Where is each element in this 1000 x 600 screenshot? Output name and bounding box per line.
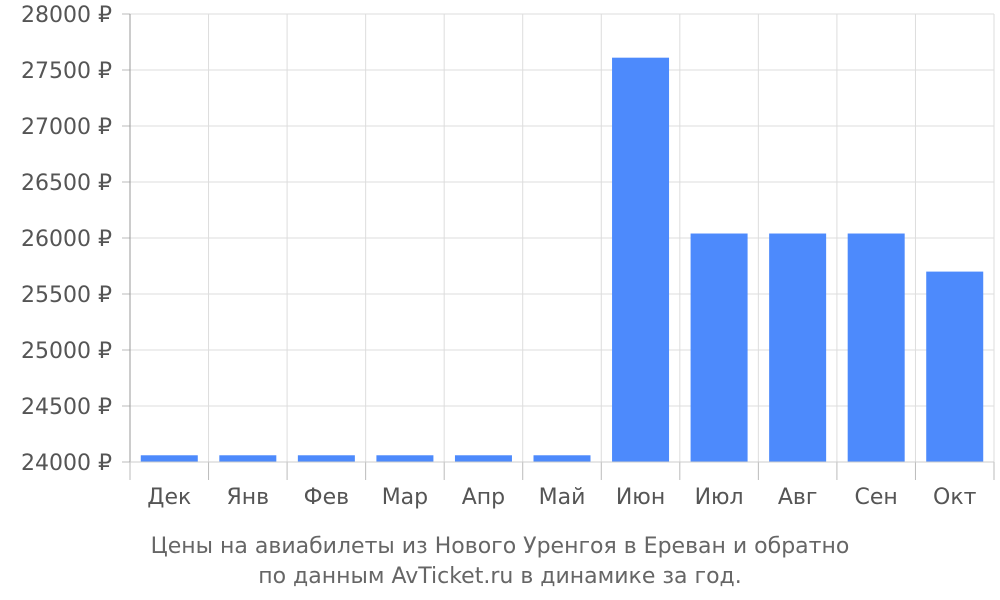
y-tick-label: 27000 ₽ <box>21 115 112 140</box>
x-tick-label: Дек <box>147 485 191 510</box>
y-tick-label: 26500 ₽ <box>21 171 112 196</box>
x-tick-label: Авг <box>778 485 818 510</box>
x-tick-label: Май <box>539 485 586 510</box>
y-tick-label: 26000 ₽ <box>21 227 112 252</box>
bar-Июн <box>612 57 670 463</box>
y-tick-label: 25000 ₽ <box>21 339 112 364</box>
caption-line-1: Цены на авиабилеты из Нового Уренгоя в Е… <box>150 534 850 559</box>
bar-Авг <box>769 233 827 462</box>
bars <box>140 57 984 463</box>
y-tick-label: 27500 ₽ <box>21 59 112 84</box>
bar-Апр <box>454 455 512 462</box>
chart-caption: Цены на авиабилеты из Нового Уренгоя в Е… <box>0 532 1000 592</box>
y-tick-label: 24500 ₽ <box>21 395 112 420</box>
bar-Дек <box>140 455 198 462</box>
grid-lines <box>129 13 995 463</box>
x-tick-label: Июн <box>616 485 665 510</box>
price-bar-chart: 24000 ₽ 24500 ₽ 25000 ₽ 25500 ₽ 26000 ₽ 26500… <box>21 3 995 510</box>
bar-Янв <box>219 455 277 462</box>
bar-Окт <box>926 271 984 462</box>
x-tick-labels: Дек Янв Фев Мар Апр Май Июн Июл Авг Сен Окт <box>147 485 976 510</box>
axes <box>122 13 995 480</box>
y-tick-label: 24000 ₽ <box>21 451 112 476</box>
bar-Май <box>533 455 591 462</box>
x-tick-label: Фев <box>304 485 349 510</box>
bar-Июл <box>690 233 748 462</box>
y-tick-label: 28000 ₽ <box>21 3 112 28</box>
x-tick-label: Сен <box>855 485 898 510</box>
y-tick-label: 25500 ₽ <box>21 283 112 308</box>
bar-Фев <box>297 455 355 462</box>
x-tick-label: Янв <box>226 485 269 510</box>
x-tick-label: Апр <box>462 485 505 510</box>
caption-line-2: по данным AvTicket.ru в динамике за год. <box>258 564 742 589</box>
y-tick-labels: 24000 ₽ 24500 ₽ 25000 ₽ 25500 ₽ 26000 ₽ 26500… <box>21 3 112 476</box>
bar-Мар <box>376 455 434 462</box>
x-tick-label: Июл <box>695 485 744 510</box>
x-tick-label: Окт <box>933 485 977 510</box>
x-tick-label: Мар <box>382 485 428 510</box>
bar-Сен <box>847 233 905 462</box>
